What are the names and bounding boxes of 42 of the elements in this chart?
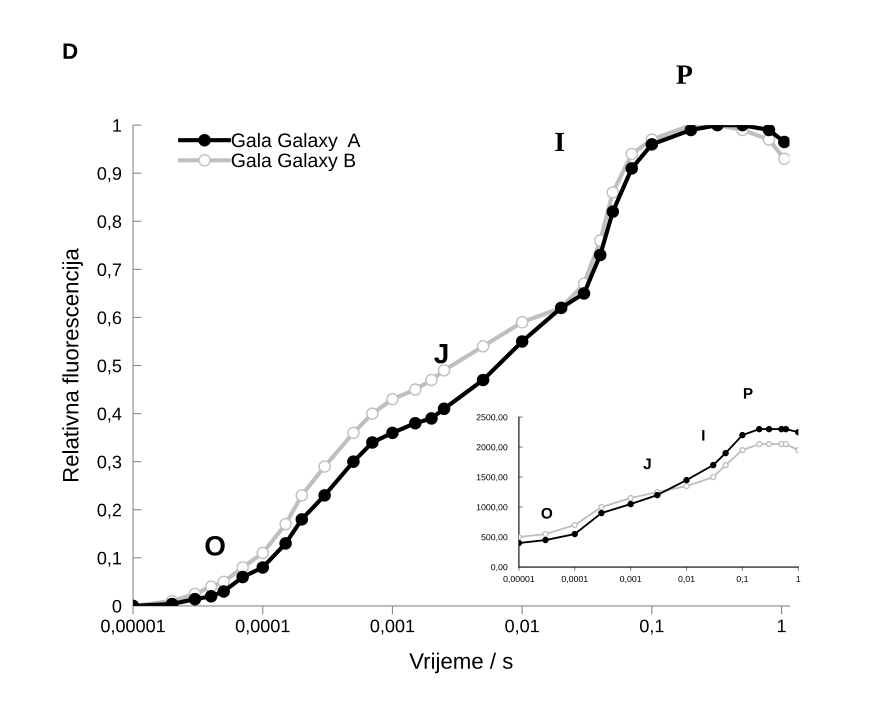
y-tick-label: 0,3 <box>98 456 122 471</box>
chart-title: D <box>64 43 78 59</box>
y-tick-label: 1500,00 <box>476 474 508 482</box>
y-tick-label: 0,2 <box>98 504 122 519</box>
x-tick-label: 0,01 <box>505 620 539 634</box>
y-tick-label: 0 <box>112 600 122 613</box>
legend-label: Gala Galaxy B <box>232 152 356 172</box>
annotation: O <box>205 536 225 556</box>
x-tick-label: 1 <box>778 620 786 632</box>
x-tick-label: 0,01 <box>678 576 695 584</box>
x-tick-label: 0,1 <box>640 620 664 634</box>
x-tick-label: 0,0001 <box>562 576 588 584</box>
y-tick-label: 0,5 <box>98 359 122 374</box>
annotation: I <box>555 132 564 152</box>
annotation: I <box>702 430 704 441</box>
x-tick-label: 0,1 <box>736 576 748 584</box>
y-tick-label: 500,00 <box>481 534 508 542</box>
y-tick-label: 1000,00 <box>476 504 508 512</box>
y-tick-label: 0,4 <box>98 408 122 422</box>
y-tick-label: 2000,00 <box>476 444 508 452</box>
y-tick-label: 0,00 <box>491 564 508 572</box>
x-tick-label: 0,001 <box>620 576 642 584</box>
x-tick-label: 0,001 <box>370 620 414 634</box>
annotation: P <box>744 388 753 399</box>
x-tick-label: 0,00001 <box>503 576 534 584</box>
y-axis-title: Relativna fluorescencija <box>62 248 83 482</box>
y-tick-label: 1 <box>113 119 122 132</box>
legend-label: Gala Galaxy A <box>232 132 360 152</box>
annotation: J <box>434 344 448 364</box>
annotation: O <box>542 508 552 519</box>
x-tick-label: 0,00001 <box>101 620 165 634</box>
y-tick-label: 2500,00 <box>476 414 508 422</box>
x-tick-label: 0,0001 <box>236 620 290 634</box>
y-tick-label: 0,9 <box>98 167 122 182</box>
annotation: J <box>643 458 651 470</box>
y-tick-label: 0,7 <box>98 263 122 278</box>
x-tick-label: 1 <box>796 576 800 582</box>
y-tick-label: 0,8 <box>98 215 122 230</box>
y-tick-label: 0,6 <box>98 311 122 326</box>
y-tick-label: 0,1 <box>98 552 122 567</box>
text: P <box>676 66 692 84</box>
x-axis-title: Vrijeme / s <box>409 652 513 674</box>
